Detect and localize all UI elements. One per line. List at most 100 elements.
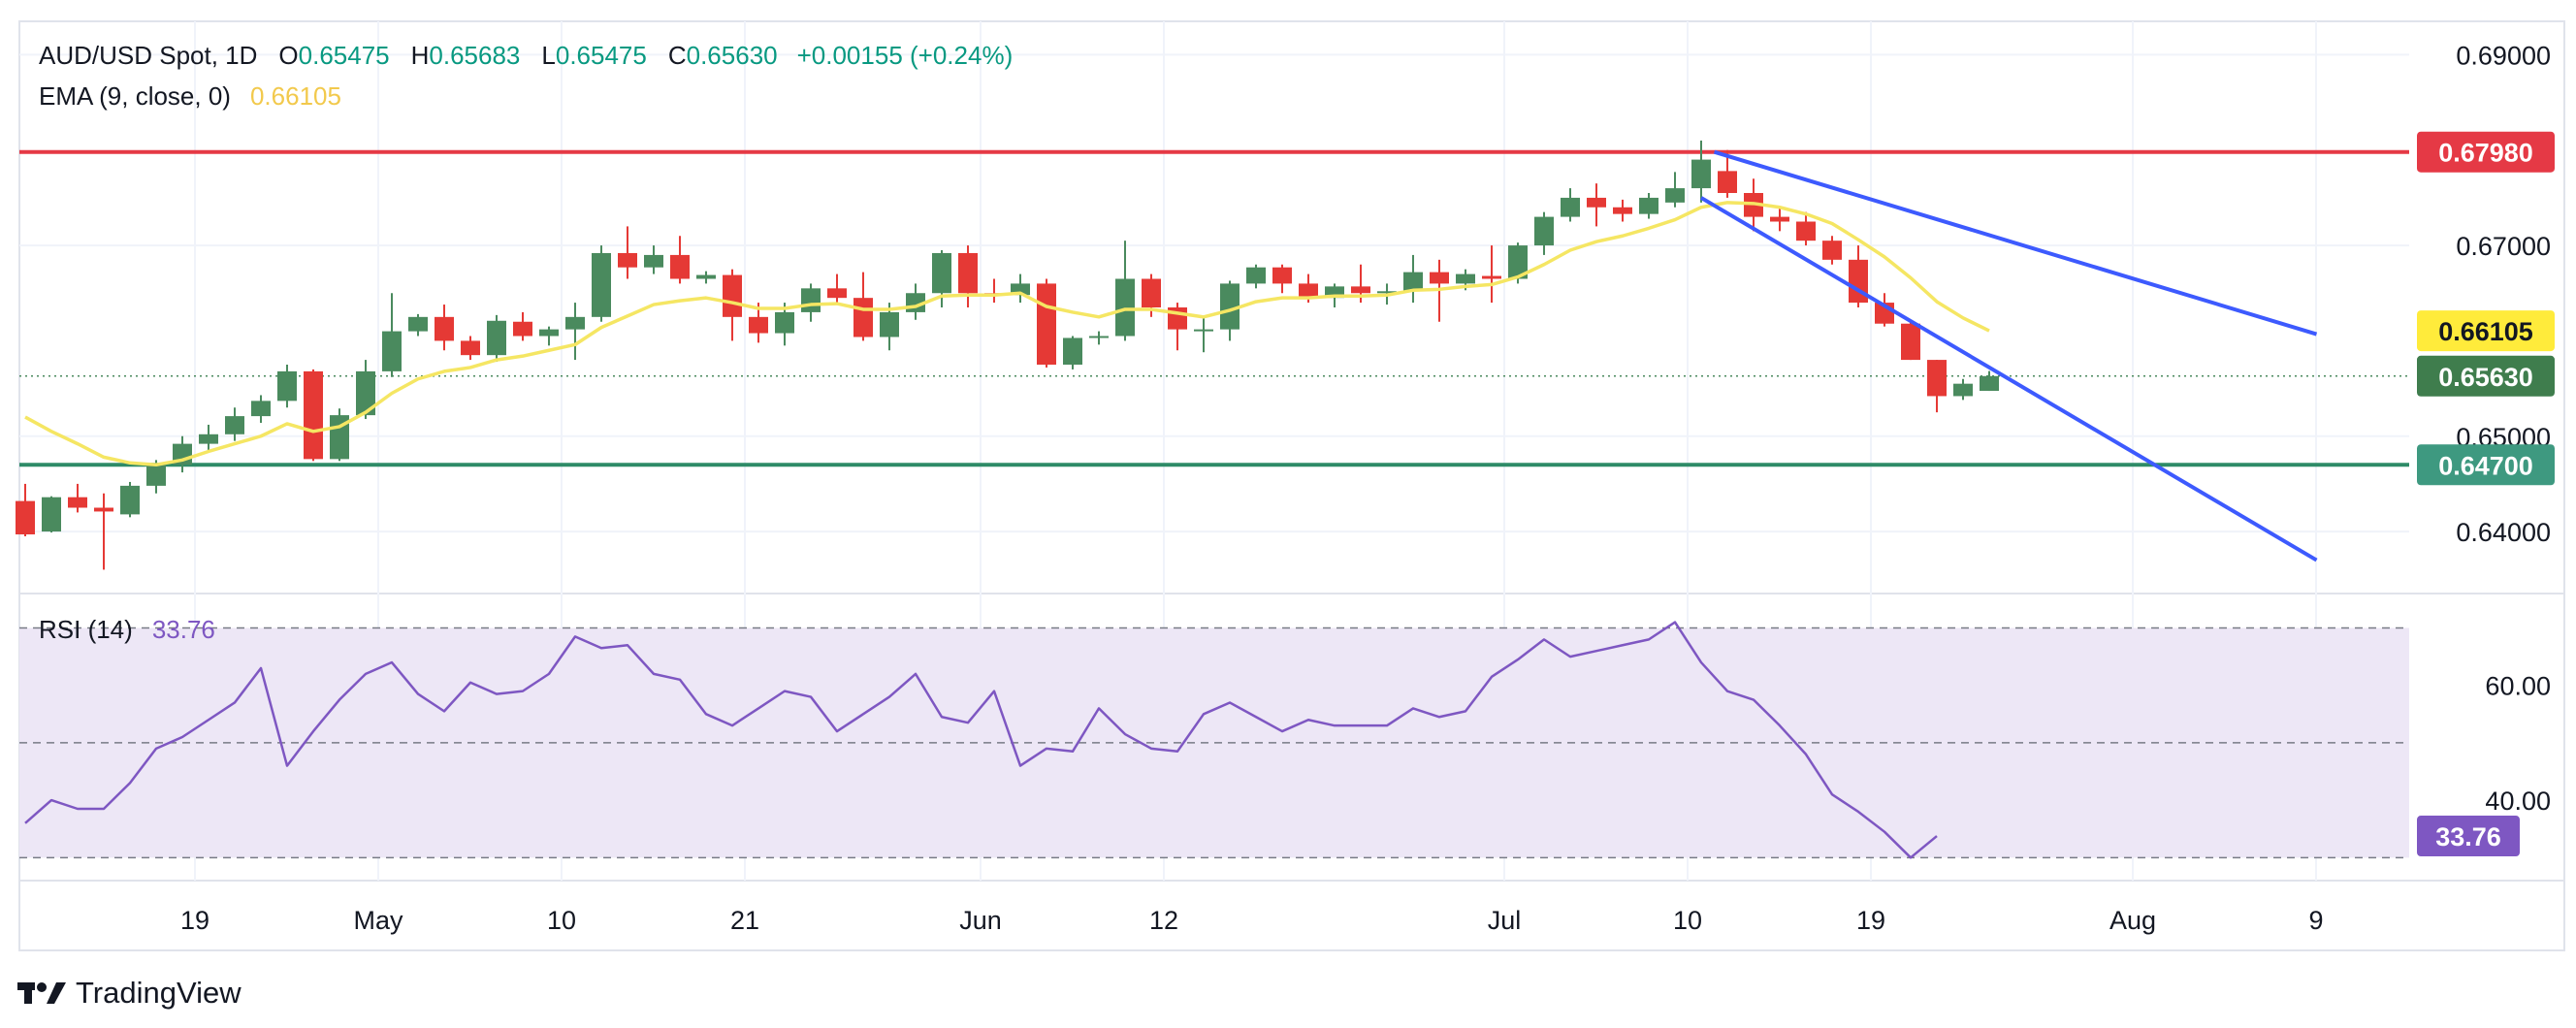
candle-body xyxy=(775,311,794,334)
candle-body xyxy=(565,316,585,330)
price-tag xyxy=(2417,310,2555,352)
candle-body xyxy=(1430,272,1449,284)
ema-line xyxy=(24,201,1990,466)
candle-body xyxy=(853,298,873,337)
rsi-tag-label: 33.76 xyxy=(2435,822,2501,851)
price-tick-label: 0.69000 xyxy=(2456,41,2551,70)
candle-body xyxy=(1037,283,1056,365)
trend-line xyxy=(1713,149,2318,337)
x-tick-label: 19 xyxy=(180,906,209,935)
x-tick-label: 12 xyxy=(1149,906,1178,935)
high-label: H xyxy=(410,41,430,70)
candle-body xyxy=(94,507,113,512)
rsi-tag xyxy=(2417,816,2520,857)
candle-body xyxy=(120,485,140,515)
price-tag xyxy=(2417,444,2555,486)
x-tick-label: 10 xyxy=(547,906,576,935)
ema-label: EMA (9, close, 0) xyxy=(39,81,231,111)
chart-frame xyxy=(18,20,2565,951)
x-tick-label: May xyxy=(353,906,403,935)
x-tick-label: 9 xyxy=(2308,906,2323,935)
symbol-label: AUD/USD Spot, 1D xyxy=(39,41,258,70)
candle-body xyxy=(1796,221,1816,241)
candle-body xyxy=(146,465,166,486)
change-value: +0.00155 (+0.24%) xyxy=(796,41,1014,70)
candle-body xyxy=(487,320,506,356)
candle-body xyxy=(618,252,637,268)
candle-body xyxy=(1142,278,1161,307)
candle-body xyxy=(1718,171,1737,193)
x-tick-label: 21 xyxy=(730,906,759,935)
candle-body xyxy=(1272,267,1292,284)
candle-body xyxy=(1482,275,1501,279)
close-value: 0.65630 xyxy=(686,41,778,70)
candle-body xyxy=(880,311,899,337)
high-value: 0.65683 xyxy=(429,41,521,70)
candle-body xyxy=(1691,159,1711,189)
candle-body xyxy=(723,274,742,317)
price-tick-label: 0.64000 xyxy=(2456,518,2551,547)
low-label: L xyxy=(541,41,556,70)
rsi-value: 33.76 xyxy=(151,615,215,644)
ema-value: 0.66105 xyxy=(249,81,341,111)
candle-body xyxy=(1508,245,1528,279)
candle-body xyxy=(958,252,978,294)
x-tick-label: 10 xyxy=(1673,906,1702,935)
candle-body xyxy=(251,401,271,417)
candle-body xyxy=(644,254,663,268)
candle-body xyxy=(199,434,218,444)
x-tick-label: Aug xyxy=(2109,906,2156,935)
candle-body xyxy=(68,497,87,508)
candle-body xyxy=(461,340,480,356)
x-tick-label: 19 xyxy=(1856,906,1885,935)
candle-body xyxy=(696,274,716,279)
candle-body xyxy=(1194,329,1213,332)
candle-body xyxy=(1246,267,1266,284)
price-tag xyxy=(2417,355,2555,397)
candle-body xyxy=(1377,291,1397,294)
candle-body xyxy=(1325,286,1344,299)
price-tag-label: 0.66105 xyxy=(2438,317,2533,346)
candle-body xyxy=(16,500,35,535)
candle-body xyxy=(1770,216,1789,222)
candle-body xyxy=(749,316,768,334)
rsi-tick-label: 60.00 xyxy=(2485,672,2551,701)
candle-body xyxy=(1822,241,1842,260)
candle-body xyxy=(1011,283,1030,296)
candle-body xyxy=(1980,375,1999,392)
candle-body xyxy=(304,370,323,460)
candle-body xyxy=(408,316,428,332)
candle-body xyxy=(1115,278,1135,337)
rsi-label: RSI (14) xyxy=(39,615,133,644)
open-label: O xyxy=(278,41,299,70)
tradingview-brand[interactable]: TradingView xyxy=(17,976,242,1011)
price-tag-label: 0.65630 xyxy=(2438,363,2533,392)
x-tick-label: Jun xyxy=(959,906,1002,935)
candle-body xyxy=(1639,197,1658,214)
price-tag-label: 0.67980 xyxy=(2438,139,2533,168)
candle-body xyxy=(1403,272,1423,292)
candle-body xyxy=(801,288,821,312)
candle-body xyxy=(1351,286,1370,294)
ohlc-legend: AUD/USD Spot, 1D O 0.65475 H 0.65683 L 0… xyxy=(39,41,1013,71)
candle-body xyxy=(592,252,611,317)
candle-body xyxy=(1665,188,1685,203)
candle-body xyxy=(1456,273,1475,284)
tradingview-logo-icon xyxy=(17,982,66,1004)
candle-body xyxy=(356,370,375,416)
brand-label: TradingView xyxy=(76,976,242,1010)
candle-body xyxy=(1613,207,1632,214)
candle-body xyxy=(827,288,847,299)
candle-body xyxy=(513,321,532,337)
x-tick-label: Jul xyxy=(1488,906,1522,935)
rsi-legend[interactable]: RSI (14) 33.76 xyxy=(39,615,215,645)
candle-body xyxy=(435,316,454,341)
candle-body xyxy=(1089,336,1109,338)
close-label: C xyxy=(667,41,687,70)
candle-body xyxy=(1901,323,1920,361)
candle-body xyxy=(277,370,297,402)
ema-legend[interactable]: EMA (9, close, 0) 0.66105 xyxy=(39,81,341,112)
candle-body xyxy=(1063,337,1082,365)
candle-body xyxy=(1534,216,1554,246)
